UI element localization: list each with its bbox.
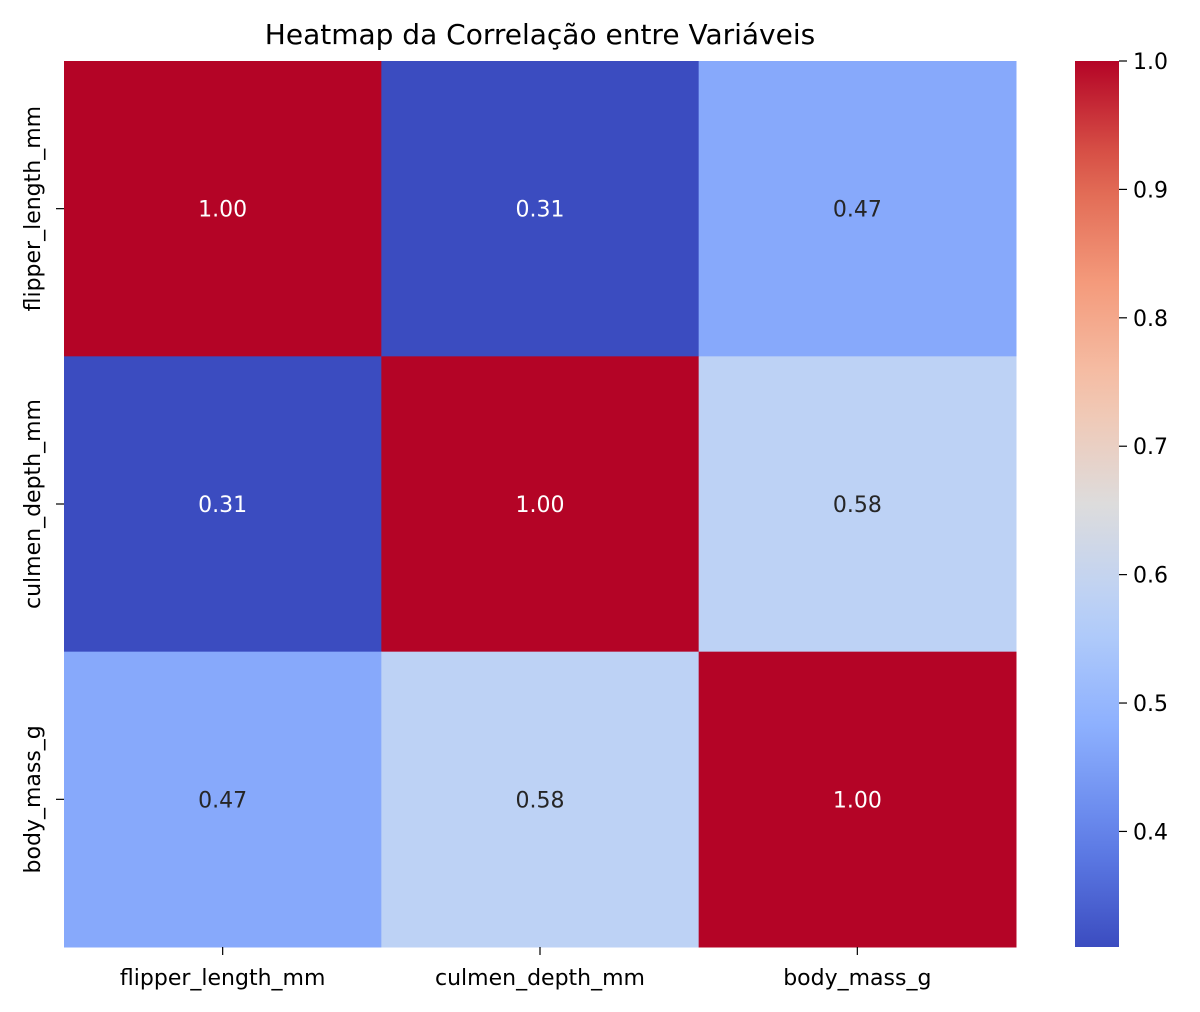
colorbar-tick-label: 0.4	[1133, 820, 1168, 845]
heatmap-cell	[381, 61, 700, 357]
x-tick-label: culmen_depth_mm	[435, 966, 645, 991]
colorbar-tick-label: 0.5	[1133, 692, 1168, 717]
cell-value-label: 0.47	[833, 198, 882, 223]
cell-value-label: 1.00	[516, 493, 565, 518]
heatmap-cells: 1.00 0.31 0.47 0.31 1.00 0.58 0.47 0.58 1.00	[64, 61, 1017, 948]
heatmap-cell	[698, 651, 1017, 948]
cell-value-label: 0.58	[833, 493, 882, 518]
colorbar-gradient	[1075, 61, 1119, 947]
heatmap-cell	[698, 356, 1017, 653]
x-tick-label: body_mass_g	[783, 966, 931, 991]
colorbar: 0.4 0.5 0.6 0.7 0.8 0.9 1.0	[1075, 50, 1168, 947]
colorbar-tick-label: 0.8	[1133, 307, 1168, 332]
chart-title: Heatmap da Correlação entre Variáveis	[265, 18, 815, 51]
y-axis-labels: flipper_length_mm culmen_depth_mm body_mas…	[21, 106, 64, 873]
heatmap-cell	[64, 61, 382, 357]
heatmap-cell	[381, 651, 700, 948]
heatmap-cell	[381, 356, 700, 653]
cell-value-label: 0.31	[198, 493, 247, 518]
cell-value-label: 0.47	[198, 788, 247, 813]
heatmap-cell	[698, 61, 1017, 357]
x-axis-labels: flipper_length_mm culmen_depth_mm body_mas…	[120, 947, 931, 991]
colorbar-tick-label: 0.7	[1133, 435, 1168, 460]
heatmap-cell	[64, 356, 382, 653]
cell-value-label: 0.31	[516, 198, 565, 223]
y-tick-label: flipper_length_mm	[21, 106, 46, 311]
colorbar-tick-label: 1.0	[1133, 50, 1168, 75]
y-tick-label: culmen_depth_mm	[21, 399, 46, 609]
heatmap-cell	[64, 651, 382, 948]
cell-value-label: 0.58	[516, 788, 565, 813]
cell-value-label: 1.00	[198, 198, 247, 223]
colorbar-tick-label: 0.9	[1133, 178, 1168, 203]
y-tick-label: body_mass_g	[21, 725, 46, 873]
cell-value-label: 1.00	[833, 788, 882, 813]
x-tick-label: flipper_length_mm	[120, 966, 325, 991]
colorbar-tick-label: 0.6	[1133, 564, 1168, 589]
